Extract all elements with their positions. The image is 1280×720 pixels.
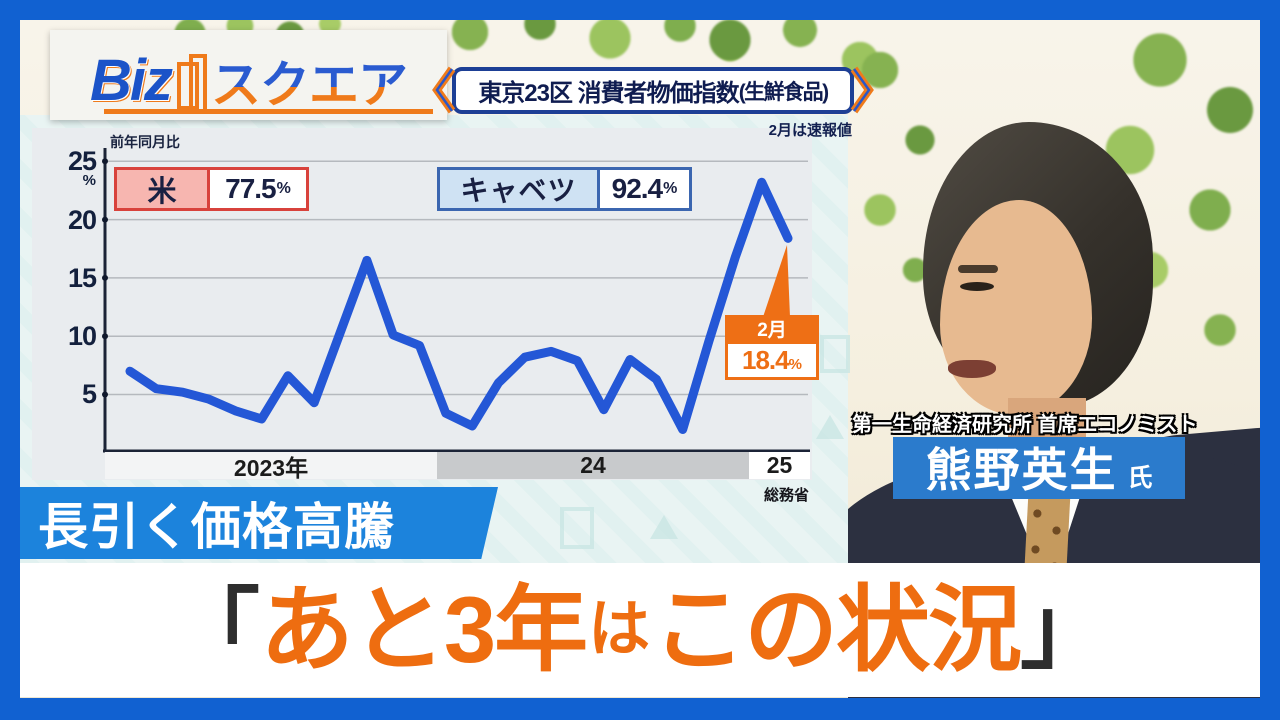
portrait-mouth [948, 360, 996, 378]
y-axis-unit: % [82, 172, 96, 189]
speaker-affiliation: 第一生命経済研究所 首席エコノミスト [852, 414, 1198, 436]
logo-square-text: スクエア [211, 57, 408, 113]
x-label-2023: 2023年 [105, 452, 437, 481]
yoy-axis-label: 前年同月比 [110, 134, 180, 150]
chart-title-paren: (生鮮食品) [738, 80, 830, 104]
legend-cabbage: キャベツ 92.4% [437, 167, 692, 211]
preliminary-note: 2月は速報値 [768, 122, 852, 139]
quote-part1: あと3年 [259, 577, 588, 682]
callout-value-row: 18.4% [728, 344, 816, 377]
speaker-name-box: 熊野英生 氏 [893, 437, 1185, 499]
legend-rice-label: 米 [114, 167, 210, 211]
rice-unit: % [276, 180, 291, 197]
y-tick-5: 5 [81, 379, 97, 409]
y-tick-25: 25 [67, 146, 97, 176]
logo-underline [104, 109, 433, 114]
rice-value: 77.5 [225, 173, 276, 204]
logo-biz-text: Biz [90, 48, 173, 113]
x-label-24: 24 [437, 452, 749, 479]
cpi-chart-canvas [102, 148, 810, 453]
speaker-name: 熊野英生 [925, 444, 1118, 496]
data-source: 総務省 [764, 487, 810, 504]
chart-title: 東京23区 消費者物価指数 [478, 80, 739, 107]
chevron-left-icon [432, 66, 456, 114]
callout-pointer-icon [763, 245, 790, 317]
portrait-eye [960, 282, 994, 291]
building-glyph-icon [820, 335, 850, 373]
cpi-chart: 前年同月比 25 % 20 15 10 5 2023年 24 25 米 77.5… [32, 128, 819, 481]
legend-rice-value: 77.5% [210, 167, 309, 211]
latest-value-callout: 2月 18.4% [725, 315, 819, 380]
callout-unit: % [788, 356, 802, 373]
legend-cabbage-value: 92.4% [600, 167, 692, 211]
y-tick-20: 20 [67, 205, 97, 235]
quote-open-bracket: 「 [171, 580, 260, 679]
y-tick-10: 10 [67, 321, 97, 351]
arrow-glyph-icon [816, 415, 844, 439]
x-label-25: 25 [749, 452, 810, 479]
cabbage-unit: % [663, 180, 678, 197]
legend-rice: 米 77.5% [114, 167, 309, 211]
legend-cabbage-label: キャベツ [437, 167, 600, 211]
y-tick-15: 15 [67, 263, 97, 293]
quote-strip: 「 あと3年 は この状況 」 [20, 563, 1260, 697]
chart-title-banner: 東京23区 消費者物価指数 (生鮮食品) [452, 67, 854, 114]
cpi-line [125, 177, 793, 434]
chevron-right-icon [850, 66, 874, 114]
program-logo: Biz スクエア [50, 30, 447, 120]
topic-banner: 長引く価格高騰 [20, 487, 498, 559]
portrait-eyebrow [958, 265, 998, 273]
portrait-face [940, 200, 1092, 415]
quote-particle: は [588, 595, 651, 664]
speaker-honorific: 氏 [1127, 464, 1153, 492]
axis-tick-dots [102, 158, 108, 398]
building-glyph-icon [560, 507, 594, 549]
building-icon [177, 54, 207, 110]
cabbage-value: 92.4 [611, 173, 663, 204]
quote-part2: この状況 [652, 577, 1022, 682]
arrow-glyph-icon [650, 515, 678, 539]
callout-value: 18.4 [742, 345, 790, 375]
callout-month: 2月 [728, 318, 816, 344]
quote-close-bracket: 」 [1020, 580, 1109, 679]
